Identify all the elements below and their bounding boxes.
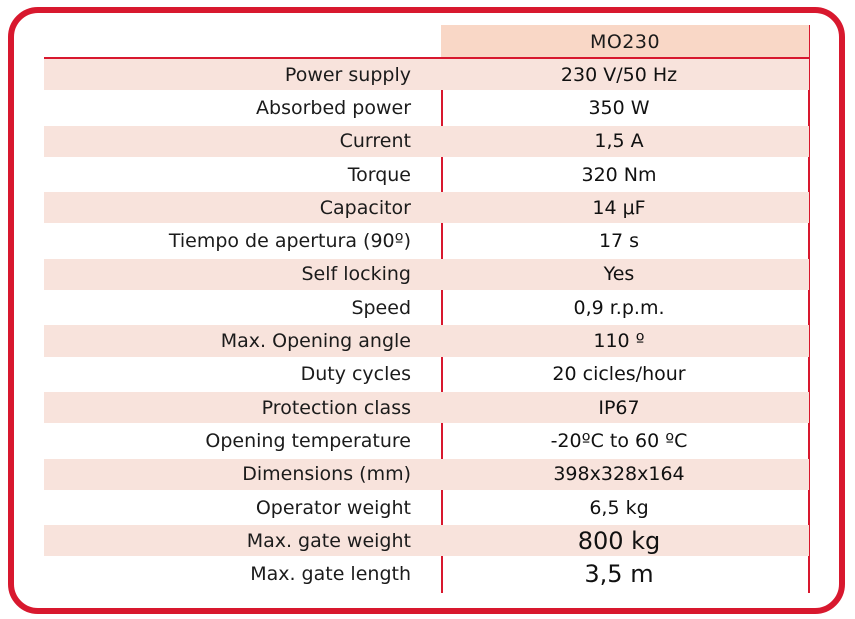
spec-value: 3,5 m [584, 560, 654, 589]
spec-value: -20ºC to 60 ºC [550, 429, 688, 452]
spec-value: 20 cicles/hour [552, 363, 686, 386]
header-cell-bg [441, 25, 809, 58]
column-divider-left [441, 25, 443, 593]
table-row: Protection class IP67 [44, 391, 809, 424]
spec-value: 17 s [598, 230, 640, 253]
spec-label: Power supply [284, 63, 411, 86]
spec-value: Yes [603, 263, 635, 286]
table-row: Torque 320 Nm [44, 158, 809, 191]
table-row: Speed 0,9 r.p.m. [44, 291, 809, 324]
spec-label: Speed [351, 296, 411, 319]
spec-value: 1,5 A [594, 130, 644, 153]
spec-label: Capacitor [319, 196, 411, 219]
spec-value: 320 Nm [581, 163, 657, 186]
table-row: Dimensions (mm) 398x328x164 [44, 458, 809, 491]
spec-label: Max. gate weight [246, 529, 411, 552]
spec-label: Current [339, 130, 411, 153]
model-name: MO230 [589, 30, 661, 53]
table-row: Max. gate length 3,5 m [44, 557, 809, 590]
spec-value: 800 kg [577, 526, 661, 555]
spec-value: 230 V/50 Hz [560, 63, 678, 86]
spec-label: Dimensions (mm) [242, 463, 411, 486]
spec-value: 350 W [588, 96, 650, 119]
spec-label: Tiempo de apertura (90º) [168, 230, 411, 253]
spec-label: Self locking [301, 263, 412, 286]
spec-value: 110 º [593, 330, 645, 353]
spec-label: Protection class [261, 396, 411, 419]
table-row: Self locking Yes [44, 258, 809, 291]
table-row: Power supply 230 V/50 Hz [44, 58, 809, 91]
table-row: Max. gate weight 800 kg [44, 524, 809, 557]
header-divider [44, 57, 809, 59]
table-row: Current 1,5 A [44, 125, 809, 158]
spec-label: Opening temperature [205, 429, 411, 452]
table-row: Duty cycles 20 cicles/hour [44, 358, 809, 391]
table-header: MO230 [44, 25, 809, 58]
column-divider-right [808, 25, 810, 593]
spec-label: Operator weight [255, 496, 411, 519]
spec-label: Absorbed power [256, 96, 411, 119]
table-row: Absorbed power 350 W [44, 91, 809, 124]
spec-table: MO230 Power supply 230 V/50 Hz Absorbed … [44, 25, 810, 593]
table-row: Tiempo de apertura (90º) 17 s [44, 224, 809, 257]
spec-value: 398x328x164 [553, 463, 685, 486]
spec-label: Torque [347, 163, 411, 186]
table-frame: MO230 Power supply 230 V/50 Hz Absorbed … [8, 7, 845, 614]
table-row: Capacitor 14 μF [44, 191, 809, 224]
table-row: Opening temperature -20ºC to 60 ºC [44, 424, 809, 457]
table-row: Max. Opening angle 110 º [44, 324, 809, 357]
spec-label: Max. gate length [250, 563, 411, 586]
spec-value: 0,9 r.p.m. [573, 296, 665, 319]
spec-value: 14 μF [592, 196, 646, 219]
spec-value: 6,5 kg [589, 496, 649, 519]
spec-value: IP67 [598, 396, 640, 419]
table-row: Operator weight 6,5 kg [44, 491, 809, 524]
spec-label: Duty cycles [300, 363, 411, 386]
spec-label: Max. Opening angle [220, 330, 411, 353]
